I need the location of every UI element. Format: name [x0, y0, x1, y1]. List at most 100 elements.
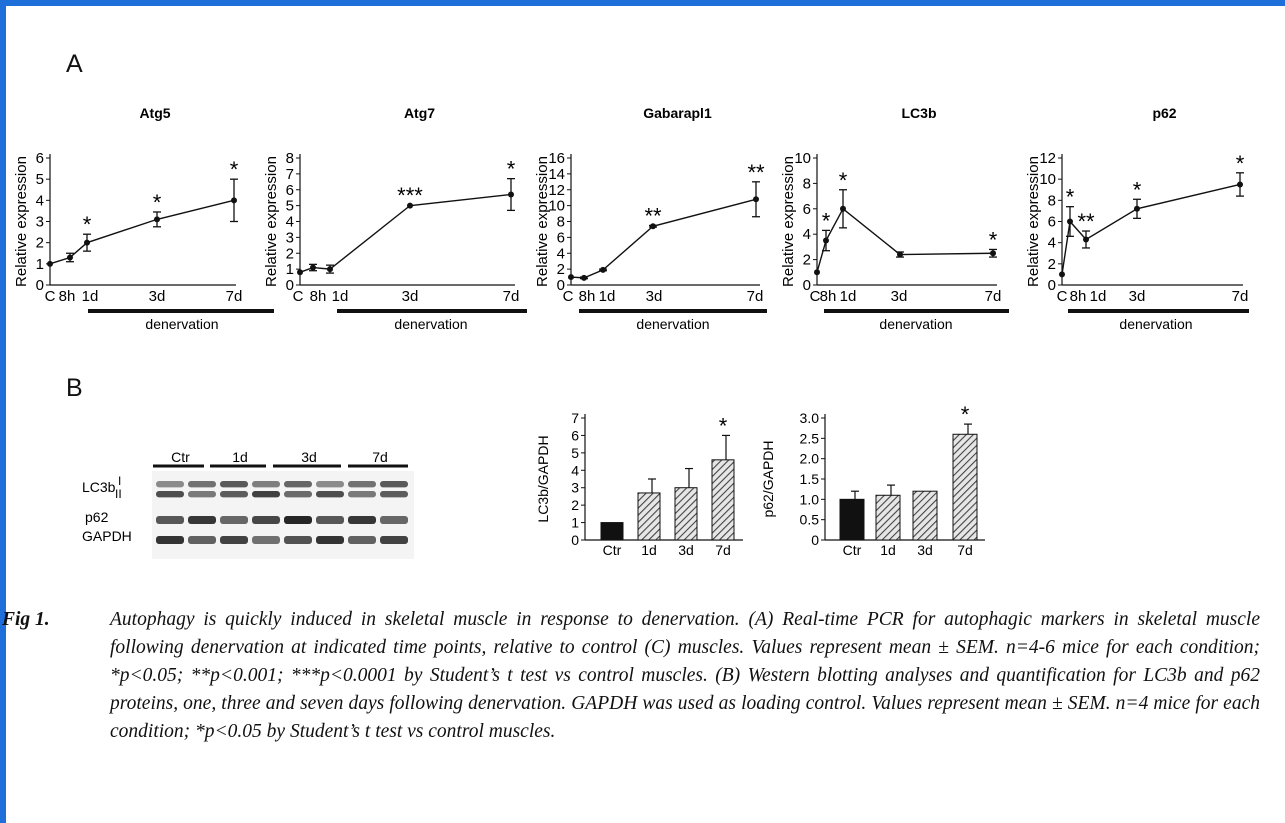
blot-band — [284, 481, 312, 488]
blot-group-label: Ctr — [171, 450, 190, 465]
data-point — [508, 191, 514, 198]
blot-band — [252, 481, 280, 488]
x-tick-label: C — [810, 288, 821, 305]
y-tick-label: 6 — [803, 201, 811, 218]
data-point — [297, 269, 303, 276]
data-point — [650, 223, 656, 230]
x-tick-label: C — [293, 288, 304, 305]
significance-marker: * — [230, 157, 239, 182]
x-axis-label: denervation — [879, 316, 952, 332]
x-tick-label: 8h — [310, 288, 327, 305]
x-tick-label: 3d — [917, 542, 933, 558]
bar — [674, 487, 698, 541]
y-tick-label: 0 — [803, 277, 811, 294]
data-point — [814, 269, 820, 276]
x-tick-label: C — [1057, 288, 1068, 305]
x-tick-label: 7d — [985, 288, 1002, 305]
y-tick-label: 3 — [571, 480, 579, 496]
x-tick-label: 1d — [332, 288, 349, 305]
y-tick-label: 2 — [571, 497, 579, 513]
significance-marker: * — [1133, 177, 1142, 202]
blot-group-label: 1d — [232, 450, 248, 465]
x-axis-label: denervation — [394, 316, 467, 332]
y-tick-label: 10 — [1039, 171, 1056, 188]
x-tick-label: 7d — [1232, 288, 1249, 305]
y-tick-label: 2 — [557, 261, 565, 278]
bar — [912, 490, 938, 541]
x-tick-label: 3d — [149, 288, 166, 305]
y-tick-label: 12 — [548, 182, 565, 199]
x-axis-label: denervation — [636, 316, 709, 332]
y-tick-label: 2 — [36, 235, 44, 252]
blot-band — [220, 516, 248, 524]
x-tick-label: 1d — [82, 288, 99, 305]
data-point — [154, 216, 160, 223]
data-point — [990, 250, 996, 257]
bar — [637, 492, 661, 541]
x-tick-label: 7d — [957, 542, 973, 558]
data-point — [1134, 205, 1140, 212]
x-tick-label: 3d — [402, 288, 419, 305]
y-tick-label: 6 — [1048, 214, 1056, 231]
significance-marker: ** — [747, 160, 765, 185]
y-axis-label: Relative expression — [780, 156, 797, 287]
data-point — [407, 202, 413, 209]
x-tick-label: 8h — [1070, 288, 1087, 305]
data-point — [840, 205, 846, 212]
x-tick-label: 7d — [503, 288, 520, 305]
y-tick-label: 6 — [571, 427, 579, 443]
y-tick-label: 7 — [286, 166, 294, 183]
x-tick-label: 3d — [1129, 288, 1146, 305]
series-line — [570, 198, 757, 279]
x-tick-label: 3d — [891, 288, 908, 305]
x-tick-label: 1d — [1090, 288, 1107, 305]
blot-band — [284, 516, 312, 524]
bar — [600, 522, 624, 541]
bar-chart-0: 01 23 45 67 LC3b/GAPDH Ctr 1d 3d 7d * — [535, 410, 743, 558]
chart-title: Atg5 — [139, 105, 170, 121]
y-tick-label: 14 — [548, 166, 565, 183]
y-tick-label: 0 — [1048, 277, 1056, 294]
significance-marker: * — [507, 157, 516, 182]
blot-band — [380, 516, 408, 524]
y-tick-label: 3 — [286, 229, 294, 246]
y-tick-label: 6 — [36, 150, 44, 167]
blot-band-marker: II — [115, 487, 122, 501]
blot-band — [316, 491, 344, 498]
data-point — [67, 254, 73, 261]
y-tick-label: 2 — [803, 252, 811, 269]
x-tick-label: 1d — [641, 542, 657, 558]
x-tick-label: 3d — [678, 542, 694, 558]
panel-b-letter: B — [66, 374, 83, 402]
significance-marker: * — [83, 212, 92, 237]
x-tick-label: C — [563, 288, 574, 305]
blot-band — [220, 481, 248, 488]
blot-row-label: p62 — [85, 509, 109, 525]
chart-title: LC3b — [902, 105, 937, 121]
y-tick-label: 5 — [36, 171, 44, 188]
blot-band — [188, 536, 216, 544]
blot-band — [348, 536, 376, 544]
x-tick-label: 8h — [579, 288, 596, 305]
data-point — [310, 264, 316, 271]
blot-band — [252, 536, 280, 544]
y-tick-label: 4 — [286, 214, 294, 231]
y-tick-label: 16 — [548, 150, 565, 167]
x-tick-label: 7d — [715, 542, 731, 558]
blot-row-label: GAPDH — [82, 528, 132, 544]
x-tick-label: 8h — [59, 288, 76, 305]
y-tick-label: 3 — [36, 214, 44, 231]
blot-band — [220, 491, 248, 498]
x-tick-label: 1d — [599, 288, 616, 305]
significance-marker: * — [961, 402, 970, 427]
data-point — [1083, 236, 1089, 243]
caption-text: Autophagy is quickly induced in skeletal… — [110, 609, 1260, 742]
blot-band — [252, 491, 280, 498]
blot-band-marker: I — [118, 474, 121, 488]
y-tick-label: 1 — [286, 261, 294, 278]
x-tick-label: 8h — [820, 288, 837, 305]
y-tick-label: 4 — [1048, 235, 1056, 252]
